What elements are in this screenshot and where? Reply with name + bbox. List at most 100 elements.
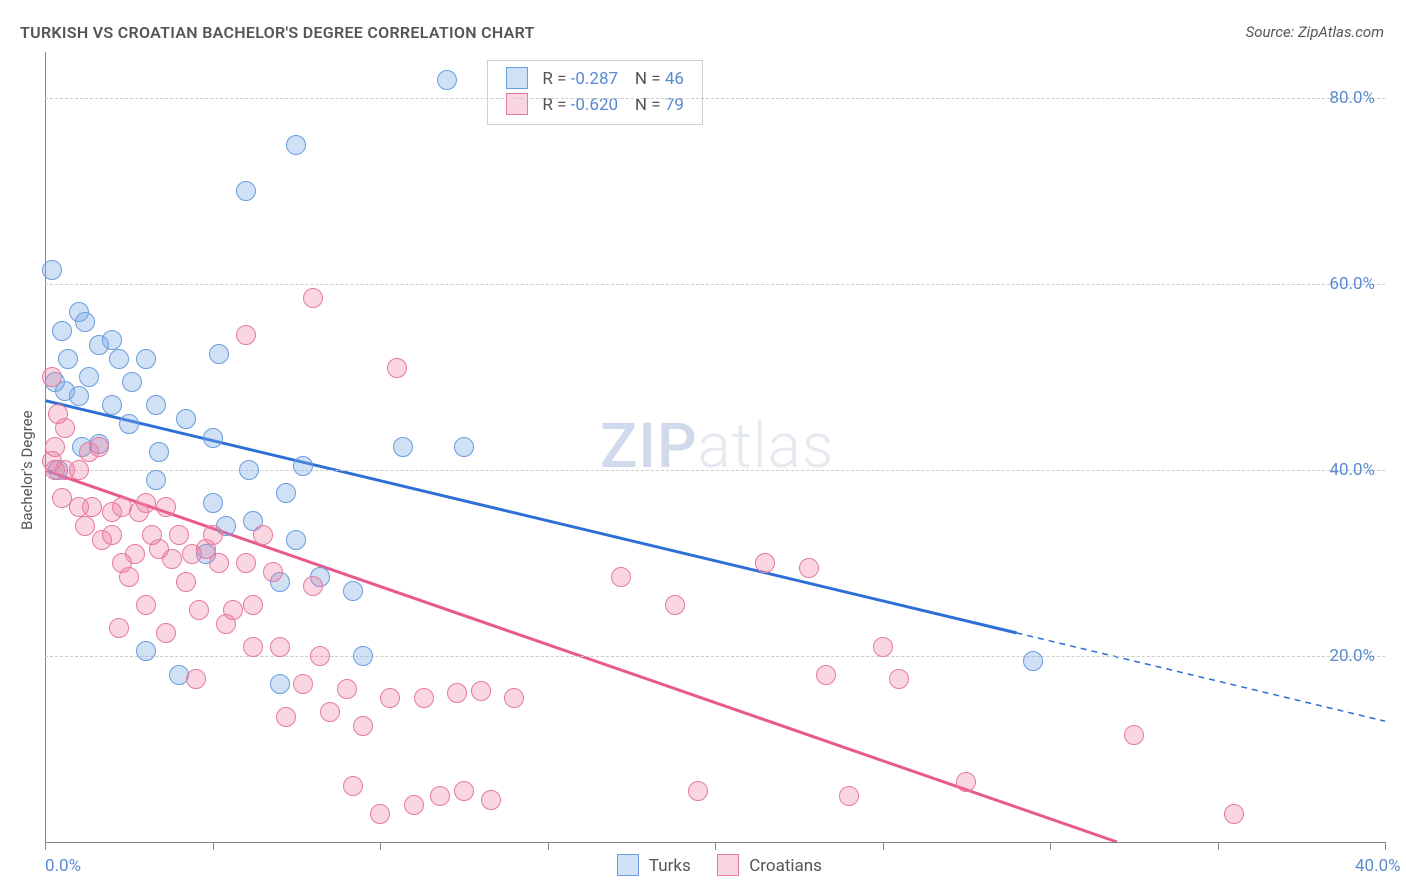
watermark-atlas: atlas: [698, 410, 835, 483]
scatter-point: [755, 553, 775, 573]
scatter-point: [404, 795, 424, 815]
scatter-point: [186, 669, 206, 689]
scatter-point: [209, 553, 229, 573]
y-tick-label: 80.0%: [1329, 88, 1375, 108]
plot-area: ZIPatlas R = -0.287 N = 46 R = -0.620 N …: [45, 52, 1385, 842]
scatter-point: [504, 688, 524, 708]
scatter-point: [125, 544, 145, 564]
x-tick: [380, 842, 381, 850]
scatter-point: [102, 525, 122, 545]
scatter-point: [353, 646, 373, 666]
scatter-point: [471, 681, 491, 701]
scatter-point: [236, 553, 256, 573]
y-tick-label: 40.0%: [1329, 460, 1375, 480]
scatter-point: [430, 786, 450, 806]
scatter-point: [89, 437, 109, 457]
scatter-point: [42, 367, 62, 387]
scatter-point: [343, 776, 363, 796]
scatter-point: [102, 330, 122, 350]
x-tick-label: 40.0%: [1355, 856, 1401, 876]
scatter-point: [203, 493, 223, 513]
legend-label-croatians: Croatians: [749, 856, 822, 876]
scatter-point: [393, 437, 413, 457]
legend-r-label-0: R =: [542, 69, 570, 89]
scatter-point: [136, 641, 156, 661]
scatter-point: [136, 493, 156, 513]
scatter-point: [276, 707, 296, 727]
scatter-point: [303, 576, 323, 596]
scatter-point: [665, 595, 685, 615]
legend-item-turks: Turks: [617, 856, 695, 876]
x-tick: [1218, 842, 1219, 850]
scatter-point: [688, 781, 708, 801]
scatter-point: [320, 702, 340, 722]
scatter-point: [447, 683, 467, 703]
scatter-point: [243, 595, 263, 615]
legend-swatch-turks: [617, 854, 639, 876]
y-tick-label: 20.0%: [1329, 646, 1375, 666]
x-tick: [213, 842, 214, 850]
legend-correlation: R = -0.287 N = 46 R = -0.620 N = 79: [487, 60, 703, 125]
scatter-point: [119, 414, 139, 434]
trend-lines: [45, 52, 1385, 842]
scatter-point: [263, 562, 283, 582]
scatter-point: [380, 688, 400, 708]
scatter-point: [136, 349, 156, 369]
scatter-point: [58, 349, 78, 369]
legend-swatch-0: [506, 67, 528, 89]
scatter-point: [286, 135, 306, 155]
x-tick: [1385, 842, 1386, 850]
trend-line: [45, 401, 1017, 633]
scatter-point: [75, 312, 95, 332]
scatter-point: [203, 428, 223, 448]
scatter-point: [136, 595, 156, 615]
gridline: [45, 284, 1385, 285]
y-axis-label: Bachelor's Degree: [18, 410, 36, 530]
scatter-point: [816, 665, 836, 685]
x-tick: [883, 842, 884, 850]
scatter-point: [236, 325, 256, 345]
scatter-point: [75, 516, 95, 536]
gridline: [45, 656, 1385, 657]
scatter-point: [69, 460, 89, 480]
gridline: [45, 98, 1385, 99]
scatter-point: [270, 674, 290, 694]
legend-row-0: R = -0.287 N = 46: [506, 67, 684, 93]
x-tick: [715, 842, 716, 850]
scatter-point: [286, 530, 306, 550]
scatter-point: [253, 525, 273, 545]
scatter-point: [387, 358, 407, 378]
legend-row-1: R = -0.620 N = 79: [506, 93, 684, 119]
scatter-point: [176, 409, 196, 429]
y-tick-label: 60.0%: [1329, 274, 1375, 294]
scatter-point: [189, 600, 209, 620]
x-tick: [45, 842, 46, 850]
scatter-point: [119, 567, 139, 587]
legend-n-value-0: 46: [665, 69, 684, 89]
legend-n-label-0: N =: [622, 69, 665, 89]
scatter-point: [146, 395, 166, 415]
x-tick-label: 0.0%: [45, 856, 81, 876]
scatter-point: [239, 460, 259, 480]
scatter-point: [79, 367, 99, 387]
scatter-point: [270, 637, 290, 657]
scatter-point: [156, 497, 176, 517]
legend-series: Turks Croatians: [617, 854, 844, 876]
scatter-point: [176, 572, 196, 592]
scatter-point: [69, 386, 89, 406]
scatter-point: [276, 483, 296, 503]
x-tick: [548, 842, 549, 850]
scatter-point: [52, 321, 72, 341]
scatter-point: [149, 442, 169, 462]
scatter-point: [337, 679, 357, 699]
scatter-point: [162, 549, 182, 569]
scatter-point: [956, 772, 976, 792]
scatter-point: [293, 674, 313, 694]
scatter-point: [353, 716, 373, 736]
scatter-point: [236, 181, 256, 201]
scatter-point: [42, 260, 62, 280]
scatter-point: [839, 786, 859, 806]
scatter-point: [102, 395, 122, 415]
scatter-point: [169, 525, 189, 545]
scatter-point: [454, 437, 474, 457]
